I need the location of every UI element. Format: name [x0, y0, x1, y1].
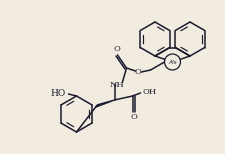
Text: NH: NH [109, 81, 124, 89]
Circle shape [164, 54, 180, 70]
Text: HO: HO [51, 89, 66, 99]
Text: Als: Als [168, 59, 177, 65]
Text: O: O [130, 113, 137, 121]
Text: O: O [113, 45, 120, 53]
Text: OH: OH [142, 88, 157, 96]
Text: O: O [134, 68, 141, 76]
Polygon shape [95, 100, 115, 107]
